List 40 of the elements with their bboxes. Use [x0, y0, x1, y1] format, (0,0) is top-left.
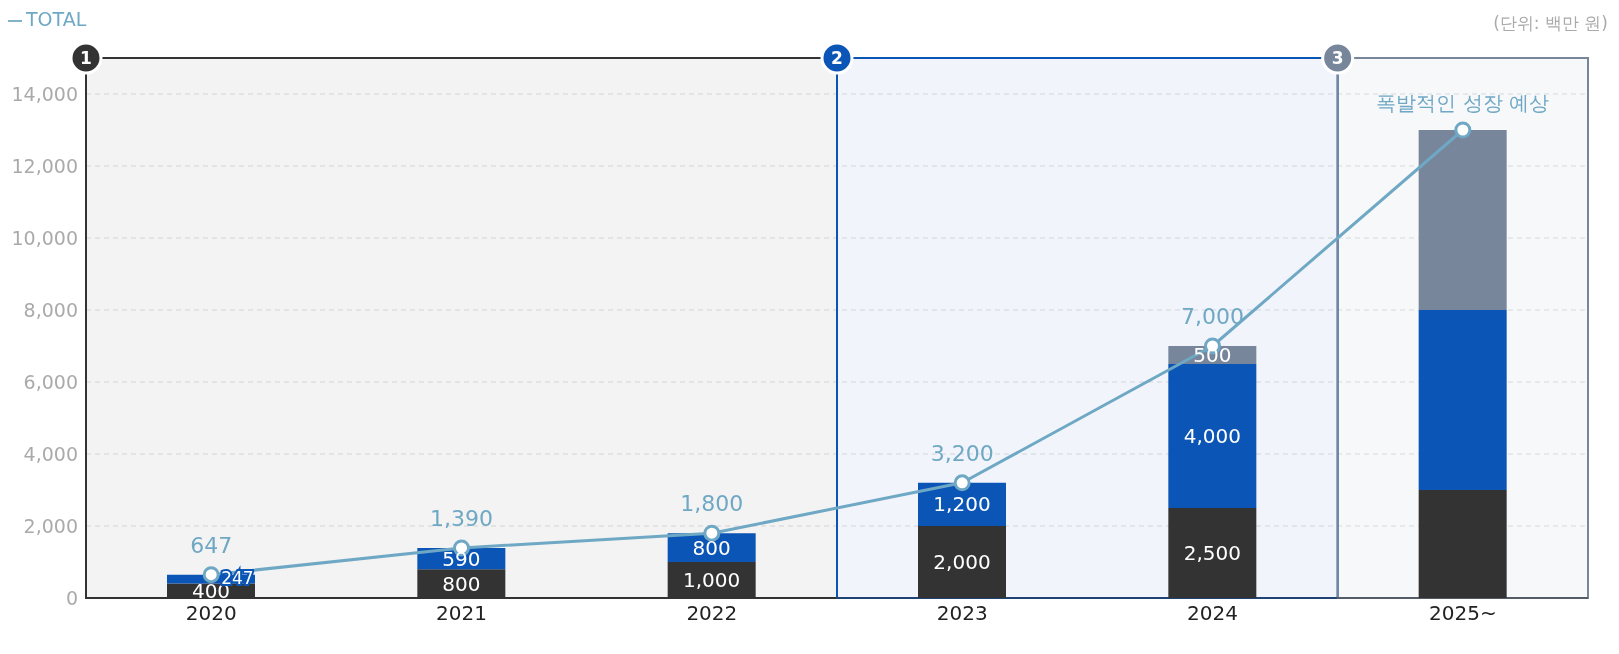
y-tick-label: 0	[65, 586, 78, 609]
data-label: 800	[692, 535, 731, 560]
x-tick-label: 2025~	[1429, 601, 1497, 626]
bar	[1418, 310, 1507, 490]
point	[1454, 121, 1472, 139]
band-label: 1	[80, 48, 92, 68]
data-label: 2,000	[933, 550, 991, 574]
y-tick-label: 14,000	[11, 82, 78, 105]
y-tick-label: 8,000	[23, 298, 78, 321]
band-label: 3	[1331, 48, 1344, 68]
y-tick-label: 4,000	[23, 442, 78, 465]
x-tick-label: 2023	[936, 601, 988, 626]
data-label: 1,800	[680, 491, 744, 517]
data-label: 590	[442, 546, 481, 571]
band-label: 2	[831, 48, 843, 68]
point	[953, 474, 971, 492]
data-label: 3,200	[930, 440, 994, 466]
x-tick-label: 2024	[1187, 601, 1238, 626]
data-label: 800	[442, 571, 481, 596]
bar	[1418, 130, 1507, 310]
data-label: 2,500	[1183, 541, 1241, 565]
x-tick-label: 2022	[686, 601, 738, 626]
data-label: 7,000	[1181, 304, 1244, 329]
x-tick-label: 2020	[185, 601, 237, 626]
point	[703, 524, 721, 542]
y-tick-label: 12,000	[11, 154, 78, 177]
data-label: 647	[190, 532, 233, 558]
legend-label: TOTAL	[26, 8, 87, 30]
y-tick-label: 6,000	[23, 370, 78, 393]
y-tick-label: 2,000	[23, 514, 78, 537]
data-label: 4,000	[1183, 424, 1241, 448]
x-tick-label: 2021	[436, 601, 487, 626]
data-label: 1,200	[933, 492, 991, 517]
annotation: 폭발적인 성장 예상	[1376, 91, 1550, 115]
text: (단위: 백만 원)	[1493, 12, 1608, 35]
bar	[1168, 364, 1257, 508]
data-label: 1,390	[430, 505, 493, 531]
point	[202, 566, 220, 584]
y-tick-label: 10,000	[11, 226, 78, 249]
data-label: 1,000	[683, 568, 741, 592]
